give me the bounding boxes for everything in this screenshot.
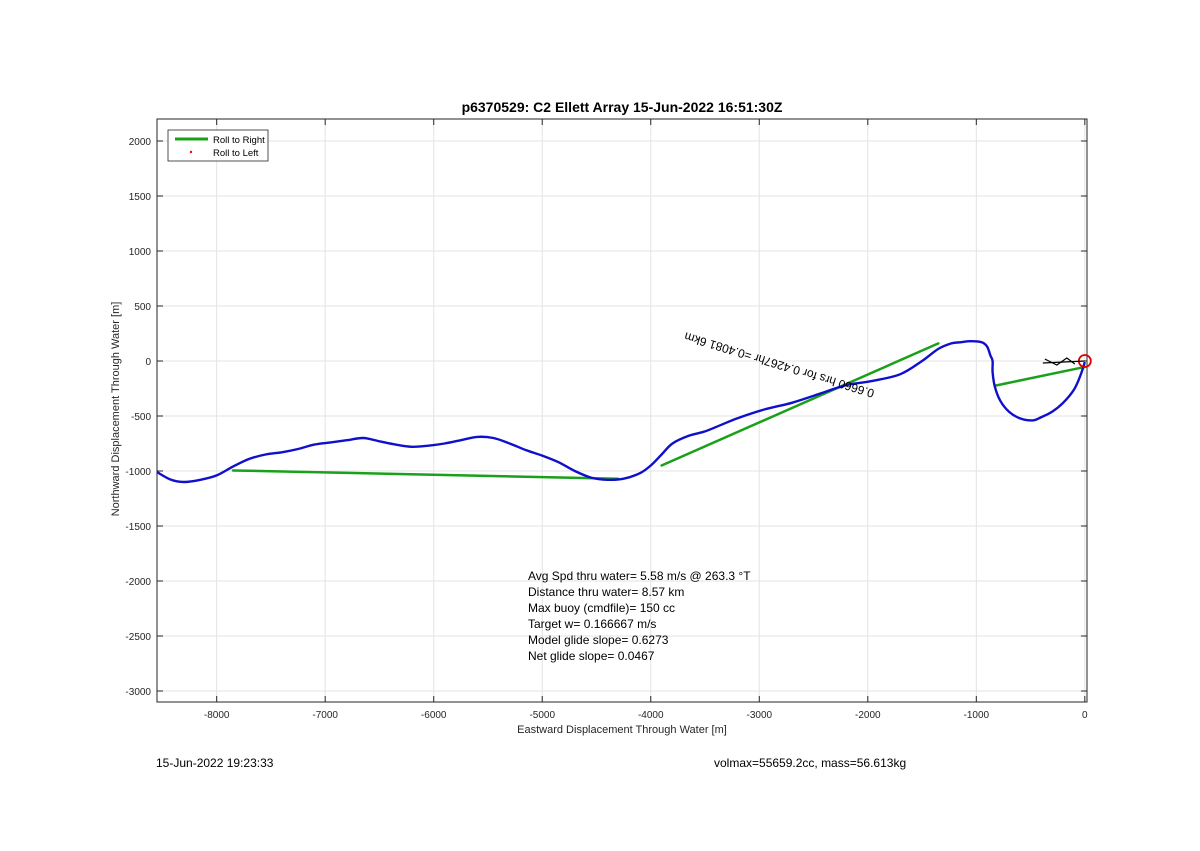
y-tick-label: 2000 bbox=[129, 137, 152, 148]
y-axis-label: Northward Displacement Through Water [m] bbox=[110, 302, 122, 517]
stat-max-buoy: Max buoy (cmdfile)= 150 cc bbox=[528, 601, 675, 615]
legend-swatch-roll-left bbox=[189, 150, 193, 154]
legend-label-roll-left: Roll to Left bbox=[213, 148, 259, 159]
x-tick-label: -8000 bbox=[204, 710, 230, 721]
legend-label-roll-right: Roll to Right bbox=[213, 135, 265, 146]
y-tick-label: -1500 bbox=[125, 522, 151, 533]
x-axis-label: Eastward Displacement Through Water [m] bbox=[517, 724, 727, 736]
x-tick-label: -4000 bbox=[638, 710, 664, 721]
roll-right-segment bbox=[660, 342, 940, 467]
x-tick-label: -1000 bbox=[964, 710, 990, 721]
current-arrow bbox=[1042, 360, 1085, 364]
rotated-annotation: 0.6660 hrs for 0.4267hr =0.4081 6km bbox=[683, 329, 876, 400]
x-tick-label: 0 bbox=[1082, 710, 1088, 721]
plot-area bbox=[156, 340, 1092, 484]
stat-avg-speed: Avg Spd thru water= 5.58 m/s @ 263.3 °T bbox=[528, 569, 751, 583]
stat-model-glide: Model glide slope= 0.6273 bbox=[528, 633, 669, 647]
footer-timestamp: 15-Jun-2022 19:23:33 bbox=[156, 756, 274, 770]
x-tick-label: -7000 bbox=[312, 710, 338, 721]
stat-distance: Distance thru water= 8.57 km bbox=[528, 585, 684, 599]
x-tick-label: -2000 bbox=[855, 710, 881, 721]
legend: Roll to Right Roll to Left bbox=[167, 129, 269, 162]
x-tick-label: -3000 bbox=[746, 710, 772, 721]
x-tick-label: -5000 bbox=[529, 710, 555, 721]
x-axis-ticks: -8000 -7000 -6000 -5000 -4000 -3000 -2000 -1000… bbox=[204, 119, 1088, 721]
x-tick-label: -6000 bbox=[421, 710, 447, 721]
roll-right-segment bbox=[993, 365, 1086, 387]
y-tick-label: 500 bbox=[134, 302, 151, 313]
stat-target-w: Target w= 0.166667 m/s bbox=[528, 617, 656, 631]
y-tick-label: 1000 bbox=[129, 247, 152, 258]
grid-lines bbox=[157, 119, 1087, 702]
y-axis-ticks: -3000 -2500 -2000 -1500 -1000 -500 0 500 1000 150… bbox=[125, 137, 1087, 698]
y-tick-label: -500 bbox=[131, 412, 151, 423]
y-tick-label: -2000 bbox=[125, 577, 151, 588]
chart-title: p6370529: C2 Ellett Array 15-Jun-2022 16… bbox=[462, 99, 783, 115]
y-tick-label: -3000 bbox=[125, 687, 151, 698]
roll-right-segment bbox=[231, 469, 620, 480]
track-line bbox=[156, 340, 1086, 484]
stat-net-glide: Net glide slope= 0.0467 bbox=[528, 649, 655, 663]
stats-box: Avg Spd thru water= 5.58 m/s @ 263.3 °T … bbox=[528, 569, 751, 663]
y-tick-label: 1500 bbox=[129, 192, 152, 203]
y-tick-label: -2500 bbox=[125, 632, 151, 643]
y-tick-label: -1000 bbox=[125, 467, 151, 478]
footer-volmax-mass: volmax=55659.2cc, mass=56.613kg bbox=[714, 756, 907, 770]
axes-box bbox=[156, 118, 1088, 703]
y-tick-label: 0 bbox=[145, 357, 151, 368]
current-arrow-head bbox=[1044, 357, 1076, 366]
